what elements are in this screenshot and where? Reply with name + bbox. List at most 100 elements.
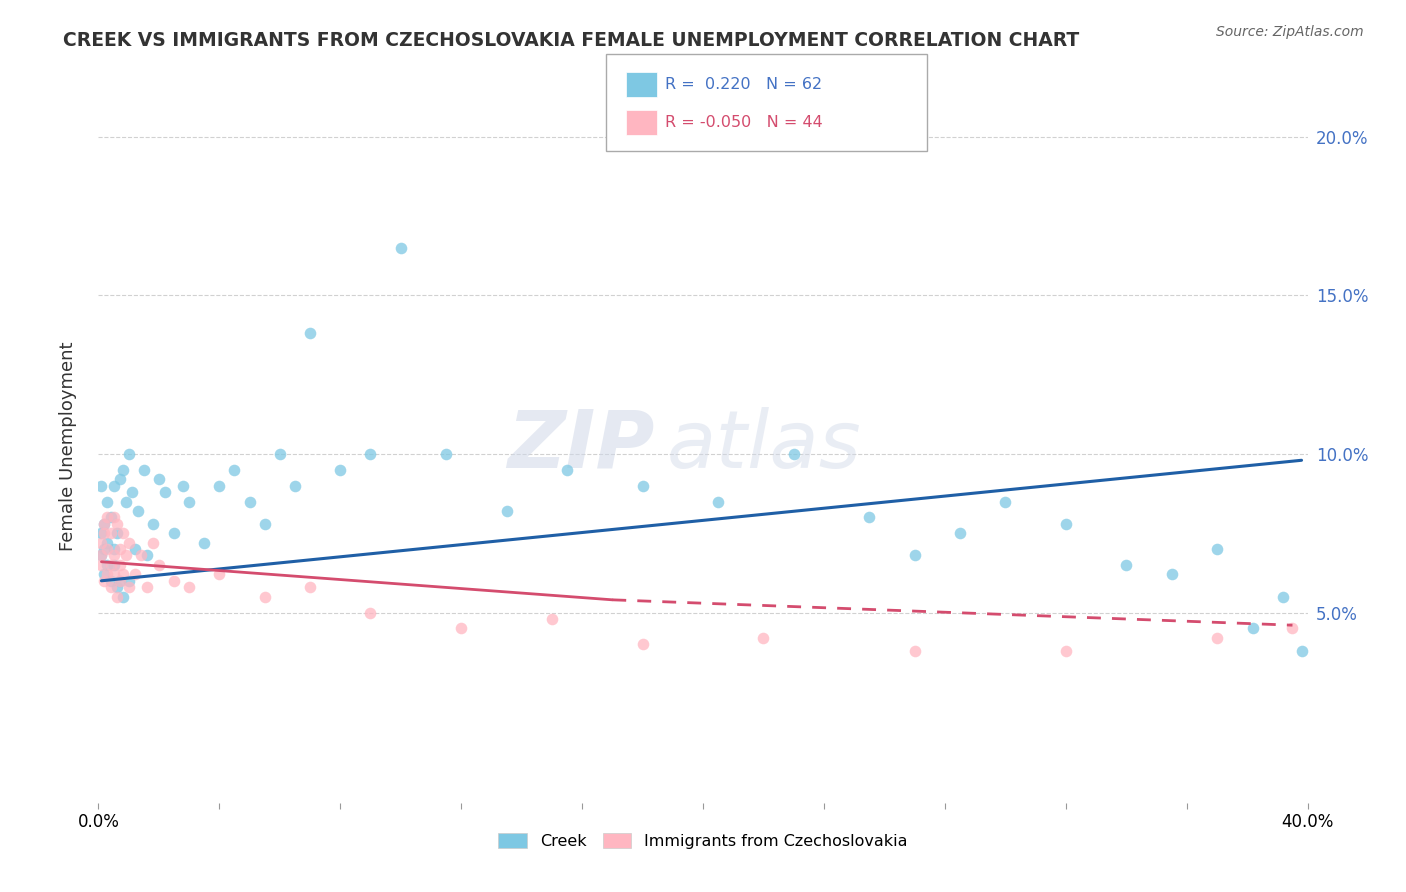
- Point: [135, 549, 157, 563]
- Point: [108, 472, 131, 486]
- Point: [163, 574, 186, 588]
- Point: [100, 574, 122, 588]
- Y-axis label: Female Unemployment: Female Unemployment: [59, 342, 77, 550]
- Point: [142, 516, 165, 531]
- Point: [752, 631, 775, 645]
- Point: [172, 478, 194, 492]
- Point: [555, 463, 578, 477]
- Point: [103, 510, 125, 524]
- Point: [904, 643, 927, 657]
- Point: [208, 567, 231, 582]
- Point: [142, 535, 165, 549]
- Point: [129, 549, 152, 563]
- Point: [1054, 643, 1077, 657]
- Point: [208, 478, 231, 492]
- Point: [100, 510, 122, 524]
- Point: [111, 590, 134, 604]
- Point: [1291, 643, 1313, 657]
- Point: [111, 526, 134, 541]
- Point: [118, 580, 141, 594]
- Point: [179, 494, 201, 508]
- Point: [1206, 631, 1229, 645]
- Point: [1281, 621, 1303, 635]
- Point: [284, 478, 307, 492]
- Point: [108, 574, 131, 588]
- Point: [1054, 516, 1077, 531]
- Point: [93, 516, 115, 531]
- Point: [132, 463, 155, 477]
- Point: [631, 478, 654, 492]
- Point: [96, 535, 118, 549]
- Point: [1160, 567, 1182, 582]
- Point: [434, 447, 457, 461]
- Point: [90, 526, 112, 541]
- Point: [153, 485, 176, 500]
- Point: [103, 542, 125, 557]
- Point: [90, 549, 112, 563]
- Point: [96, 567, 118, 582]
- Point: [96, 494, 118, 508]
- Point: [108, 542, 131, 557]
- Point: [118, 535, 141, 549]
- Point: [148, 472, 170, 486]
- Point: [389, 241, 412, 255]
- Point: [100, 526, 122, 541]
- Text: R =  0.220   N = 62: R = 0.220 N = 62: [665, 78, 823, 92]
- Point: [93, 526, 115, 541]
- Point: [253, 590, 276, 604]
- Point: [269, 447, 291, 461]
- Point: [124, 567, 146, 582]
- Point: [90, 535, 112, 549]
- Point: [904, 549, 927, 563]
- Point: [105, 526, 128, 541]
- Point: [108, 574, 131, 588]
- Point: [96, 542, 118, 557]
- Point: [179, 580, 201, 594]
- Point: [93, 542, 115, 557]
- Point: [93, 516, 115, 531]
- Point: [103, 549, 125, 563]
- Point: [100, 558, 122, 572]
- Point: [360, 447, 382, 461]
- Point: [118, 574, 141, 588]
- Point: [148, 558, 170, 572]
- Point: [631, 637, 654, 651]
- Point: [90, 478, 112, 492]
- Point: [103, 478, 125, 492]
- Point: [103, 558, 125, 572]
- Point: [360, 606, 382, 620]
- Point: [121, 485, 143, 500]
- Point: [111, 463, 134, 477]
- Point: [96, 510, 118, 524]
- Point: [949, 526, 972, 541]
- Point: [299, 580, 322, 594]
- Point: [93, 574, 115, 588]
- Point: [495, 504, 517, 518]
- Text: R = -0.050   N = 44: R = -0.050 N = 44: [665, 115, 823, 129]
- Point: [114, 494, 136, 508]
- Point: [96, 558, 118, 572]
- Point: [239, 494, 262, 508]
- Point: [1115, 558, 1137, 572]
- Text: CREEK VS IMMIGRANTS FROM CZECHOSLOVAKIA FEMALE UNEMPLOYMENT CORRELATION CHART: CREEK VS IMMIGRANTS FROM CZECHOSLOVAKIA …: [63, 31, 1080, 50]
- Point: [90, 558, 112, 572]
- Point: [329, 463, 352, 477]
- Point: [108, 558, 131, 572]
- Point: [450, 621, 472, 635]
- Point: [193, 535, 215, 549]
- Point: [1272, 590, 1295, 604]
- Point: [127, 504, 149, 518]
- Point: [858, 510, 880, 524]
- Point: [111, 567, 134, 582]
- Point: [540, 612, 562, 626]
- Text: Source: ZipAtlas.com: Source: ZipAtlas.com: [1216, 25, 1364, 39]
- Point: [118, 447, 141, 461]
- Point: [93, 567, 115, 582]
- Point: [103, 567, 125, 582]
- Point: [163, 526, 186, 541]
- Point: [90, 549, 112, 563]
- Point: [114, 549, 136, 563]
- Legend: Creek, Immigrants from Czechoslovakia: Creek, Immigrants from Czechoslovakia: [492, 827, 914, 855]
- Point: [299, 326, 322, 341]
- Point: [105, 516, 128, 531]
